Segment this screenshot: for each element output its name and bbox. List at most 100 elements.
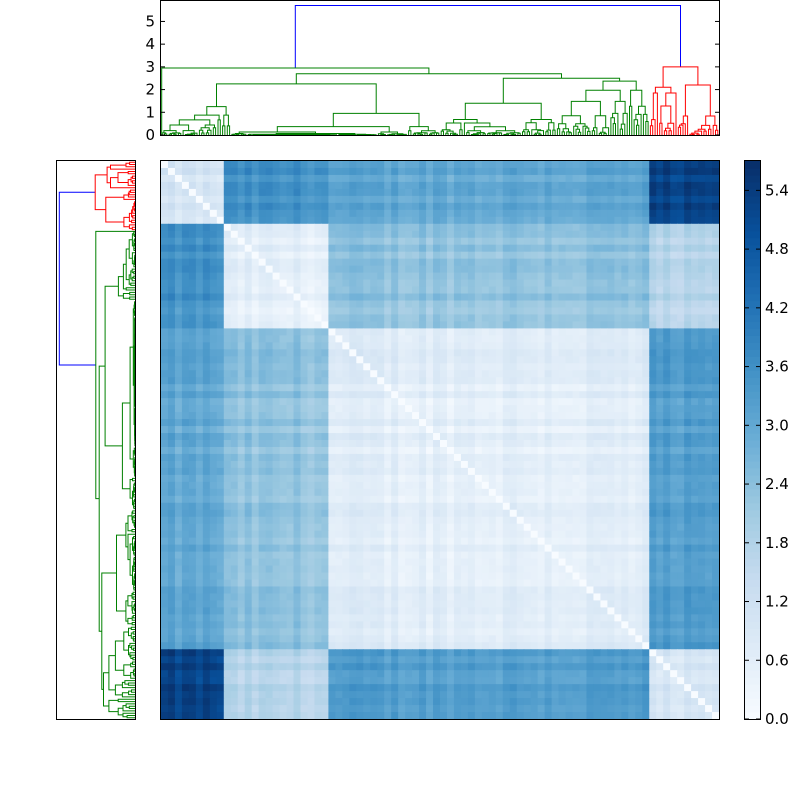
heatmap-cell xyxy=(391,251,399,260)
heatmap-cell xyxy=(579,440,588,448)
heatmap-cell xyxy=(614,384,622,392)
heatmap-cell xyxy=(349,495,357,504)
top-dendrogram-link xyxy=(525,122,537,130)
heatmap-cell xyxy=(642,398,650,406)
heatmap-cell xyxy=(446,314,455,323)
heatmap-cell xyxy=(167,230,176,239)
left-dendrogram-link xyxy=(130,176,133,183)
heatmap-cell xyxy=(481,167,490,176)
heatmap-cell xyxy=(565,523,574,532)
heatmap-cell xyxy=(579,258,588,267)
heatmap-cell xyxy=(300,474,309,483)
top-dendrogram-link xyxy=(459,129,463,135)
heatmap-cell xyxy=(656,181,664,190)
heatmap-cell xyxy=(600,544,608,553)
heatmap-cell xyxy=(684,530,692,539)
heatmap-cell xyxy=(607,391,615,399)
heatmap-cell xyxy=(321,384,330,392)
heatmap-cell xyxy=(216,244,225,253)
heatmap-cell xyxy=(649,370,657,378)
left-dendrogram-link xyxy=(125,287,135,291)
heatmap-cell xyxy=(188,356,197,364)
heatmap-cell xyxy=(223,300,232,309)
heatmap-cell xyxy=(712,440,720,448)
heatmap-cell xyxy=(349,328,357,336)
heatmap-cell xyxy=(167,460,176,469)
heatmap-cell xyxy=(467,181,476,190)
heatmap-cell xyxy=(216,216,225,225)
left-dendrogram-link xyxy=(129,543,133,576)
heatmap-cell xyxy=(502,167,511,176)
heatmap-cell xyxy=(419,460,427,469)
heatmap-cell xyxy=(579,391,588,399)
heatmap-cell xyxy=(377,426,385,434)
heatmap-cell xyxy=(300,279,309,288)
heatmap-cell xyxy=(523,412,532,420)
heatmap-cell xyxy=(419,356,427,364)
heatmap-cell xyxy=(579,286,588,295)
heatmap-cell xyxy=(495,349,504,357)
heatmap-cell xyxy=(607,516,615,525)
heatmap-cell xyxy=(251,426,260,434)
heatmap-cell xyxy=(237,384,246,392)
heatmap-cell xyxy=(391,467,399,476)
heatmap-cell xyxy=(509,377,518,385)
heatmap-cell xyxy=(335,258,343,267)
heatmap-cell xyxy=(453,446,462,455)
heatmap-cell xyxy=(412,537,420,546)
heatmap-cell xyxy=(607,453,615,462)
heatmap-cell xyxy=(195,460,204,469)
heatmap-cell xyxy=(328,174,336,183)
heatmap-cell xyxy=(530,398,539,406)
heatmap-cell xyxy=(656,544,664,553)
heatmap-cell xyxy=(286,258,295,267)
heatmap-cell xyxy=(607,202,615,211)
heatmap-cell xyxy=(502,377,511,385)
heatmap-cell xyxy=(258,453,267,462)
heatmap-cell xyxy=(391,161,399,169)
heatmap-cell xyxy=(698,516,706,525)
heatmap-cell xyxy=(712,460,720,469)
heatmap-cell xyxy=(195,251,204,260)
heatmap-cell xyxy=(544,321,553,330)
heatmap-cell xyxy=(370,307,378,316)
heatmap-cell xyxy=(551,216,560,225)
heatmap-cell xyxy=(265,328,274,336)
heatmap-cell xyxy=(321,174,330,183)
heatmap-cell xyxy=(460,307,469,316)
heatmap-cell xyxy=(460,258,469,267)
heatmap-cell xyxy=(209,265,218,274)
heatmap-cell xyxy=(544,412,553,420)
heatmap-cell xyxy=(279,537,288,546)
heatmap-cell xyxy=(586,174,595,183)
heatmap-cell xyxy=(614,307,622,316)
heatmap-cell xyxy=(502,544,511,553)
heatmap-cell xyxy=(551,181,560,190)
heatmap-cell xyxy=(481,349,490,357)
left-dendrogram-link xyxy=(132,596,135,600)
heatmap-cell xyxy=(433,258,441,267)
heatmap-cell xyxy=(300,161,309,169)
heatmap-cell xyxy=(705,237,713,246)
heatmap-cell xyxy=(293,363,302,371)
heatmap-cell xyxy=(328,370,336,378)
heatmap-cell xyxy=(698,481,706,490)
heatmap-cell xyxy=(614,342,622,350)
heatmap-cell xyxy=(300,209,309,218)
heatmap-cell xyxy=(593,516,602,525)
heatmap-cell xyxy=(300,349,309,357)
heatmap-cell xyxy=(684,398,692,406)
heatmap-cell xyxy=(593,174,602,183)
heatmap-cell xyxy=(335,202,343,211)
heatmap-cell xyxy=(377,419,385,427)
heatmap-cell xyxy=(635,321,643,330)
heatmap-cell xyxy=(663,195,671,204)
heatmap-cell xyxy=(467,209,476,218)
heatmap-cell xyxy=(237,398,246,406)
top-dendrogram-link xyxy=(436,132,440,135)
top-dendrogram-link xyxy=(584,127,590,135)
heatmap-cell xyxy=(712,426,720,434)
heatmap-cell xyxy=(251,377,260,385)
heatmap-cell xyxy=(223,495,232,504)
heatmap-cell xyxy=(558,349,567,357)
